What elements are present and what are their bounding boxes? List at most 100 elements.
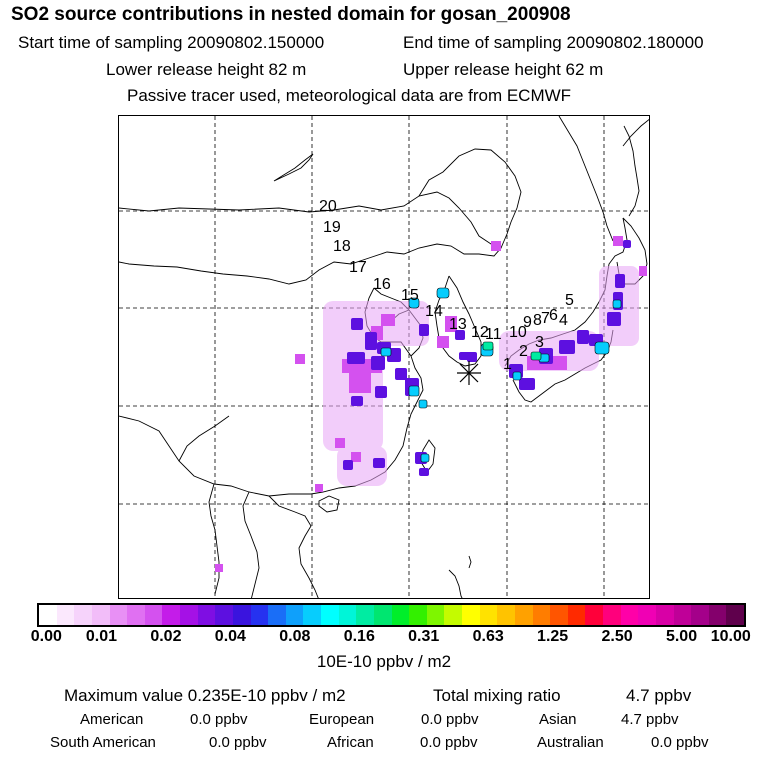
colorbar-tick-label: 5.00	[665, 628, 698, 645]
colorbar-swatch	[620, 605, 639, 625]
colorbar-swatch	[373, 605, 392, 625]
region-value-american: 0.0 ppbv	[190, 711, 248, 728]
colorbar-swatch	[232, 605, 251, 625]
colorbar-swatch	[426, 605, 445, 625]
colorbar-swatch	[215, 605, 233, 625]
region-name-asian: Asian	[539, 711, 577, 728]
colorbar-swatch	[673, 605, 692, 625]
colorbar-unit: 10E-10 ppbv / m2	[316, 652, 452, 671]
colorbar-swatch	[197, 605, 216, 625]
colorbar-swatch	[462, 605, 480, 625]
tracer-note: Passive tracer used, meteorological data…	[127, 86, 572, 105]
total-mixing-label: Total mixing ratio	[433, 686, 561, 705]
colorbar-tick-label: 0.16	[343, 628, 375, 645]
track-label: 15	[401, 287, 419, 304]
receptor-marker-icon	[457, 361, 481, 385]
end-time-label: End time of sampling 20090802.180000	[403, 33, 704, 52]
colorbar-swatch	[550, 605, 568, 625]
colorbar-swatch	[144, 605, 163, 625]
track-label: 4	[559, 312, 568, 329]
colorbar-swatch	[285, 605, 304, 625]
colorbar-swatch	[250, 605, 269, 625]
region-name-south-american: South American	[50, 734, 156, 751]
colorbar-swatch	[56, 605, 75, 625]
track-label: 16	[373, 276, 391, 293]
colorbar-tick-label: 0.02	[150, 628, 182, 645]
trajectory-labels: 20 19 18 17 16 15 14 13 12 11 10 9 8 7 6…	[319, 198, 574, 373]
colorbar-swatch	[74, 605, 92, 625]
track-label: 14	[425, 303, 443, 320]
region-value-australian: 0.0 ppbv	[651, 734, 709, 751]
colorbar-swatch	[514, 605, 533, 625]
colorbar-swatch	[655, 605, 674, 625]
colorbar-swatch	[638, 605, 656, 625]
colorbar-swatch	[567, 605, 586, 625]
colorbar	[37, 603, 746, 627]
track-label: 9	[523, 314, 532, 331]
region-value-south-american: 0.0 ppbv	[209, 734, 267, 751]
colorbar-swatch	[391, 605, 410, 625]
colorbar-swatch	[409, 605, 427, 625]
track-label: 18	[333, 238, 351, 255]
region-value-african: 0.0 ppbv	[420, 734, 478, 751]
track-label: 19	[323, 219, 341, 236]
map-canvas: 20 19 18 17 16 15 14 13 12 11 10 9 8 7 6…	[119, 116, 649, 598]
colorbar-swatch	[585, 605, 603, 625]
colorbar-tick-label: 1.25	[537, 628, 569, 645]
track-label: 8	[533, 312, 542, 329]
track-label: 11	[485, 326, 502, 343]
colorbar-swatch	[39, 605, 57, 625]
track-label: 13	[449, 316, 467, 333]
colorbar-tick-label: 0.04	[214, 628, 246, 645]
track-label: 20	[319, 198, 337, 215]
map-panel: 20 19 18 17 16 15 14 13 12 11 10 9 8 7 6…	[118, 115, 650, 599]
page-title: SO2 source contributions in nested domai…	[11, 4, 571, 25]
start-time-label: Start time of sampling 20090802.150000	[18, 33, 325, 52]
colorbar-swatch	[691, 605, 709, 625]
colorbar-tick-label: 10.00	[710, 628, 751, 645]
max-value-label: Maximum value 0.235E-10 ppbv / m2	[64, 686, 346, 705]
colorbar-swatch	[479, 605, 498, 625]
upper-height-label: Upper release height 62 m	[403, 60, 604, 79]
colorbar-swatch	[109, 605, 128, 625]
region-value-asian: 4.7 ppbv	[621, 711, 679, 728]
colorbar-tick-label: 2.50	[601, 628, 633, 645]
track-label: 1	[503, 356, 512, 373]
colorbar-tick-label: 0.63	[472, 628, 504, 645]
colorbar-swatch	[497, 605, 515, 625]
colorbar-swatch	[444, 605, 462, 625]
colorbar-swatch	[338, 605, 357, 625]
colorbar-tick-label: 0.01	[85, 628, 118, 645]
colorbar-swatch	[356, 605, 374, 625]
region-name-european: European	[309, 711, 375, 728]
contribution-field	[215, 236, 647, 572]
colorbar-swatch	[303, 605, 321, 625]
total-mixing-value: 4.7 ppbv	[626, 686, 692, 705]
colorbar-swatch	[321, 605, 339, 625]
colorbar-swatch	[127, 605, 145, 625]
track-label: 2	[519, 343, 528, 360]
colorbar-swatch	[603, 605, 621, 625]
colorbar-swatch	[91, 605, 110, 625]
region-name-american: American	[80, 711, 144, 728]
track-label: 17	[349, 259, 367, 276]
track-label: 3	[535, 334, 544, 351]
colorbar-swatch	[532, 605, 551, 625]
colorbar-swatch	[268, 605, 286, 625]
lower-height-label: Lower release height 82 m	[106, 60, 307, 79]
region-value-european: 0.0 ppbv	[421, 711, 479, 728]
region-name-australian: Australian	[537, 734, 604, 751]
track-label: 6	[549, 307, 558, 324]
track-label: 10	[509, 324, 527, 341]
track-label: 12	[471, 324, 489, 341]
region-name-african: African	[327, 734, 374, 751]
colorbar-tick-label: 0.31	[408, 628, 440, 645]
track-label: 7	[541, 310, 550, 327]
colorbar-swatch	[180, 605, 198, 625]
track-label: 5	[565, 292, 574, 309]
colorbar-swatch	[726, 605, 744, 625]
colorbar-tick-label: 0.08	[279, 628, 311, 645]
colorbar-tick-label: 0.00	[30, 628, 62, 645]
colorbar-swatch	[708, 605, 727, 625]
colorbar-swatch	[162, 605, 180, 625]
